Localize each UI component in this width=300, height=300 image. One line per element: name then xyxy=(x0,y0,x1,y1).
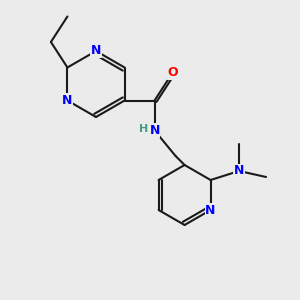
Text: O: O xyxy=(167,66,178,79)
Text: N: N xyxy=(62,94,73,107)
Text: N: N xyxy=(91,44,101,58)
Text: N: N xyxy=(206,203,216,217)
Text: N: N xyxy=(149,124,160,137)
Text: N: N xyxy=(234,164,244,178)
Text: H: H xyxy=(140,124,149,134)
